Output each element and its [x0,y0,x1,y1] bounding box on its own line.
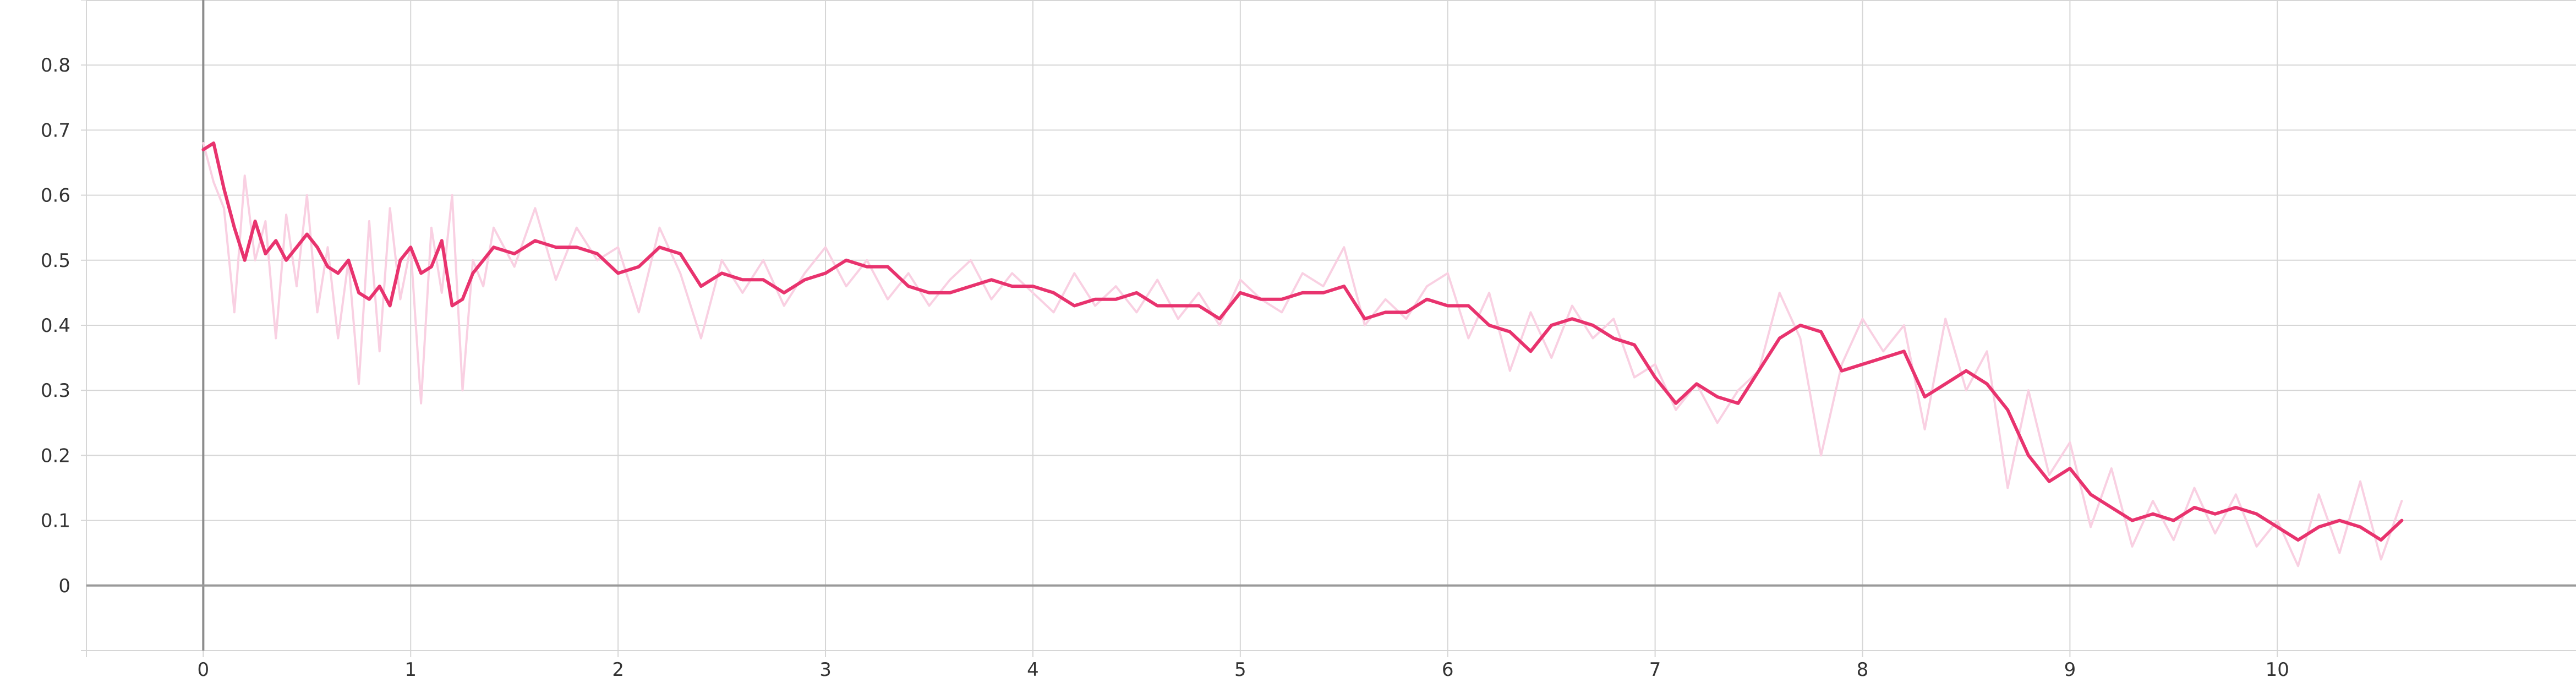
y-tick-label: 0.5 [41,250,70,272]
y-tick-label: 0 [58,575,70,597]
x-tick-label: 6 [1442,659,1454,681]
y-tick-label: 0.1 [41,510,70,532]
x-tick-label: 3 [819,659,832,681]
raw-series-line [202,142,2403,567]
x-tick-label: 4 [1027,659,1039,681]
series [201,141,2404,567]
axes [86,0,2576,651]
grid [81,0,2576,657]
x-tick-label: 8 [1857,659,1869,681]
x-tick-label: 1 [404,659,417,681]
x-tick-label: 10 [2266,659,2289,681]
x-tick-label: 5 [1234,659,1246,681]
x-tick-label: 2 [612,659,624,681]
y-tick-label: 0.4 [41,315,70,337]
x-tick-label: 9 [2064,659,2076,681]
x-tick-label: 0 [198,659,210,681]
tick-labels: 0 1 2 3 4 5 6 7 8 9 10 0 0.1 0.2 0.3 0.4 0.5 0.6 0.7 0.8 [41,54,2289,681]
y-tick-label: 0.6 [41,185,70,207]
x-tick-label: 7 [1649,659,1661,681]
y-tick-label: 0.3 [41,380,70,402]
y-tick-label: 0.8 [41,54,70,77]
smoothed-series-line [201,141,2404,542]
y-tick-label: 0.7 [41,119,70,141]
y-tick-label: 0.2 [41,445,70,467]
